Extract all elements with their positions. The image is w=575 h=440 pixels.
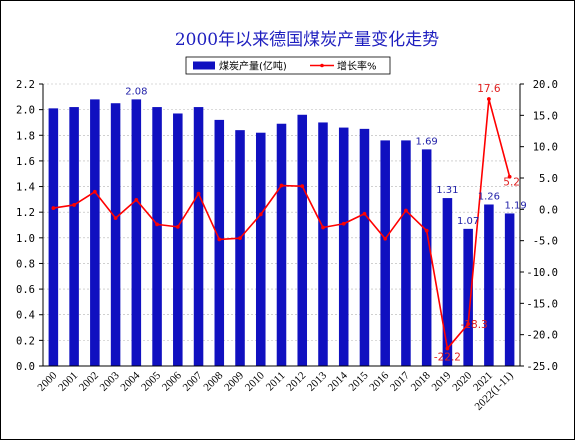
bar xyxy=(90,99,100,366)
line-point xyxy=(113,216,118,221)
y-left-tick-label: 1.4 xyxy=(16,182,35,194)
bar-value-label: 1.31 xyxy=(436,185,458,196)
line-point xyxy=(134,198,139,202)
line-point xyxy=(238,236,242,241)
legend-line-label: 增长率% xyxy=(337,60,377,73)
y-right-tick-label: 20.0 xyxy=(533,79,558,91)
y-right-tick-label: 0.0 xyxy=(539,204,558,216)
bar xyxy=(214,119,225,367)
bar xyxy=(338,127,349,366)
y-left-tick-label: 0.8 xyxy=(16,258,35,270)
line-point xyxy=(155,222,159,227)
bar xyxy=(359,128,370,366)
bar xyxy=(110,103,121,367)
y-left-tick-label: 0.6 xyxy=(16,284,35,296)
bar xyxy=(463,228,473,366)
line-point xyxy=(196,191,201,196)
y-left-tick-label: 1.8 xyxy=(16,130,35,142)
y-left-tick-label: 1.6 xyxy=(16,156,35,168)
bar xyxy=(401,140,411,366)
bar-value-label: 2.08 xyxy=(125,86,147,97)
y-right-axis-ticks: -25.0 -20.0 -15.0 -10.0 -5.0 0.0 5.0 10.0 15.0 20… xyxy=(526,79,558,373)
bar xyxy=(297,114,308,366)
y-right-tick-label: 10.0 xyxy=(533,142,558,154)
y-left-tick-label: 0.0 xyxy=(16,361,35,373)
line-point xyxy=(217,237,222,242)
y-left-tick-label: 1.2 xyxy=(16,207,35,219)
y-left-tick-label: 0.4 xyxy=(16,310,35,322)
line-point xyxy=(258,212,263,217)
y-right-tick-label: 15.0 xyxy=(533,110,558,122)
bar xyxy=(421,149,432,366)
bar-value-label: 1.19 xyxy=(504,200,526,211)
line-point xyxy=(507,174,512,179)
line-point xyxy=(341,221,346,226)
bar xyxy=(484,204,494,366)
bar xyxy=(69,107,79,366)
bar xyxy=(193,107,204,366)
bar xyxy=(504,213,515,366)
y-right-tick-label: -20.0 xyxy=(526,330,558,342)
legend-bar-swatch xyxy=(193,61,215,70)
bar xyxy=(235,130,245,366)
bar xyxy=(442,198,453,366)
line-point xyxy=(445,346,450,351)
bar xyxy=(152,107,162,366)
gridlines xyxy=(43,83,520,341)
rate-data-labels: -22.2 -18.3 17.6 5.2 xyxy=(434,83,520,363)
rate-value-label: 5.2 xyxy=(503,177,520,189)
line-point xyxy=(362,211,367,216)
y-left-tick-label: 2.0 xyxy=(16,105,35,117)
bar xyxy=(131,99,142,366)
y-left-tick-label: 0.2 xyxy=(16,335,35,347)
line-point xyxy=(383,236,388,241)
y-right-tick-label: -5.0 xyxy=(533,236,558,248)
legend-bar-label: 煤炭产量(亿吨) xyxy=(219,60,287,73)
chart-title: 2000年以来德国煤炭产量变化走势 xyxy=(175,30,439,50)
y-right-tick-label: -10.0 xyxy=(526,267,558,279)
bar xyxy=(276,123,287,367)
y-left-axis-ticks: 0.0 0.2 0.4 0.6 0.8 1.0 1.2 1.4 1.6 1.8 2.0 2.2 xyxy=(16,79,35,373)
bar-series xyxy=(48,99,515,367)
line-series xyxy=(51,97,512,351)
line-point xyxy=(175,224,180,229)
bar-value-label: 1.69 xyxy=(416,136,438,147)
legend-line-marker xyxy=(320,63,324,68)
legend: 煤炭产量(亿吨) 增长率% xyxy=(185,56,391,75)
y-left-tick-label: 1.0 xyxy=(16,233,35,245)
axes xyxy=(39,83,524,367)
line-point xyxy=(466,322,471,326)
bar-data-labels: 2.08 1.69 1.31 1.07 1.26 1.19 xyxy=(125,86,527,226)
rate-value-label: -18.3 xyxy=(461,319,488,331)
bar xyxy=(173,113,183,367)
bar xyxy=(318,122,328,366)
legend-box xyxy=(185,56,391,75)
bar xyxy=(48,108,59,366)
rate-value-label: 17.6 xyxy=(477,83,501,95)
bar-value-label: 1.26 xyxy=(478,191,500,202)
line-point xyxy=(321,225,325,230)
y-right-tick-label: -15.0 xyxy=(526,298,558,310)
bar-value-label: 1.07 xyxy=(457,216,479,227)
y-left-tick-label: 2.2 xyxy=(16,79,35,91)
line-point xyxy=(404,208,408,213)
line-point xyxy=(51,206,56,210)
line-point xyxy=(424,228,429,233)
bar xyxy=(380,140,390,366)
line-point xyxy=(92,189,97,194)
line-point xyxy=(486,97,491,101)
y-right-tick-label: -25.0 xyxy=(526,361,558,373)
line-point xyxy=(72,203,77,207)
y-right-tick-label: 5.0 xyxy=(539,173,558,185)
line-point xyxy=(300,184,305,189)
line-point xyxy=(279,183,284,188)
rate-value-label: -22.2 xyxy=(434,351,461,363)
bar xyxy=(255,132,266,366)
